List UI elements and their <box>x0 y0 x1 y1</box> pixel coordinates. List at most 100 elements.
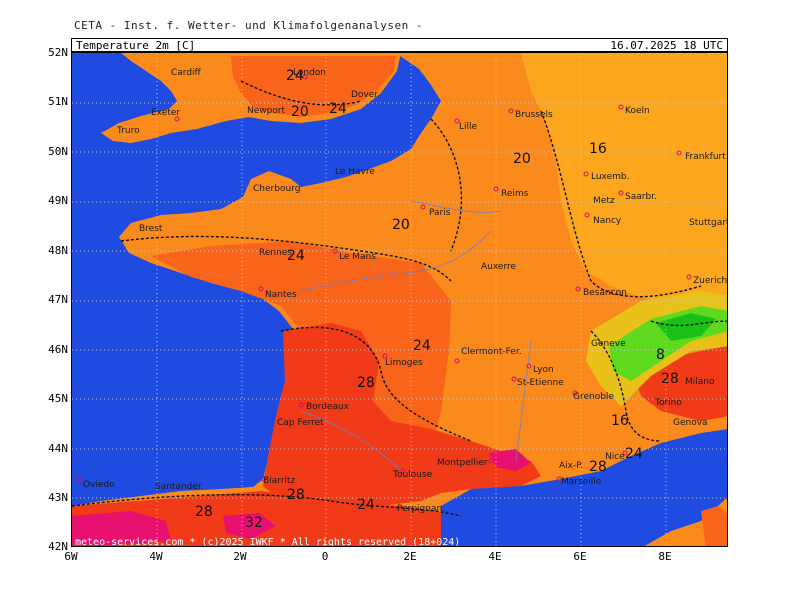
lat-label: 49N <box>48 194 68 207</box>
valid-time-label: 16.07.2025 18 UTC <box>610 39 723 52</box>
land-corsica <box>701 506 727 546</box>
zone-4-alps <box>656 313 716 341</box>
city-label: Koeln <box>625 106 650 116</box>
city-label: Limoges <box>385 358 423 368</box>
city-label: Besancon <box>583 288 627 298</box>
isotherm-label: 24 <box>286 68 304 84</box>
city-label: Nancy <box>593 216 622 226</box>
lon-label: 0 <box>321 550 329 563</box>
lon-label: 2E <box>403 550 417 563</box>
graticule <box>72 53 727 546</box>
isotherm-label: 24 <box>357 497 375 513</box>
lat-label: 51N <box>48 95 68 108</box>
city-label: Cherbourg <box>253 184 300 194</box>
city-labels: Cardiff London Dover Newport Exeter Trur… <box>83 68 728 514</box>
city-label: Saarbr. <box>625 192 657 202</box>
city-label: Torino <box>654 398 682 408</box>
lon-label: 8E <box>658 550 672 563</box>
title-bar: Temperature 2m [C] 16.07.2025 18 UTC <box>71 38 728 52</box>
city-markers <box>76 74 692 482</box>
zone-32-iberia <box>72 511 171 546</box>
isotherm-label: 16 <box>611 413 629 429</box>
city-label: Perpignan <box>397 504 442 514</box>
isotherm-label: 28 <box>287 487 305 503</box>
city-label: Cap Ferret <box>277 418 324 428</box>
city-label: Le Havre <box>335 167 375 177</box>
city-label: Brest <box>139 224 163 234</box>
lon-label: 4E <box>488 550 502 563</box>
city-label: Biarritz <box>263 476 295 486</box>
city-label: Geneve <box>591 339 626 349</box>
city-label: Lille <box>459 122 478 132</box>
isotherm-label: 20 <box>291 104 309 120</box>
city-label: Toulouse <box>392 470 433 480</box>
isotherm-label: 20 <box>513 151 531 167</box>
isotherm-label: 32 <box>245 515 263 531</box>
city-label: Aix-P. <box>559 461 583 471</box>
city-label: Rennes <box>259 248 292 258</box>
city-label: Zuerich <box>693 276 727 286</box>
city-label: Bordeaux <box>306 402 350 412</box>
isotherm-label: 24 <box>413 338 431 354</box>
city-label: Truro <box>116 126 140 136</box>
lat-label: 47N <box>48 293 68 306</box>
isotherm-label: 8 <box>656 347 665 363</box>
city-label: Cardiff <box>171 68 202 78</box>
city-label: Nice <box>605 452 625 462</box>
city-label: Santander <box>155 482 202 492</box>
lat-label: 46N <box>48 343 68 356</box>
lon-label: 6W <box>64 550 78 563</box>
city-label: Exeter <box>151 108 180 118</box>
isotherm-label: 24 <box>329 101 347 117</box>
lat-label: 44N <box>48 442 68 455</box>
city-label: Paris <box>429 208 451 218</box>
city-label: Newport <box>247 106 286 116</box>
parameter-label: Temperature 2m [C] <box>76 39 196 52</box>
city-label: Brussels <box>515 110 553 120</box>
zone-32-pyrenees <box>223 513 276 539</box>
lon-label: 2W <box>233 550 247 563</box>
lat-label: 45N <box>48 392 68 405</box>
isotherm-labels: 24 20 24 16 20 20 24 24 28 28 16 24 28 2… <box>195 68 679 531</box>
copyright-text: meteo-services.com * (c)2025 IWKF * All … <box>75 537 460 547</box>
land-britain-warm <box>231 56 396 117</box>
isotherm-label: 28 <box>357 375 375 391</box>
isotherm-label: 28 <box>195 504 213 520</box>
isotherm-label: 24 <box>287 248 305 264</box>
rivers <box>300 200 532 472</box>
city-label: Stuttgart <box>689 218 728 228</box>
zone-32-rhone <box>489 449 531 471</box>
city-label: Dover <box>351 90 378 100</box>
isotherm-label: 16 <box>589 141 607 157</box>
isotherm-label: 28 <box>661 371 679 387</box>
city-label: Metz <box>593 196 615 206</box>
lat-label: 42N <box>48 540 68 553</box>
isotherm-label: 28 <box>589 459 607 475</box>
lat-label: 50N <box>48 145 68 158</box>
isotherm-label: 24 <box>625 446 643 462</box>
city-label: Luxemb. <box>591 172 630 182</box>
city-label: St-Etienne <box>517 378 564 388</box>
lon-label: 6E <box>573 550 587 563</box>
lat-label: 52N <box>48 46 68 59</box>
lon-label: 4W <box>149 550 163 563</box>
city-label: Nantes <box>265 290 297 300</box>
source-title: CETA - Inst. f. Wetter- und Klimafolgena… <box>74 19 424 32</box>
city-label: Lyon <box>533 365 554 375</box>
lat-label: 48N <box>48 244 68 257</box>
zone-16-ne <box>521 53 727 331</box>
sea-mediterranean <box>441 429 727 546</box>
city-label: Auxerre <box>481 262 516 272</box>
city-label: Le Mans <box>339 252 376 262</box>
temperature-map: Cardiff London Dover Newport Exeter Trur… <box>71 52 728 547</box>
city-label: Milano <box>685 377 715 387</box>
city-label: Oviedo <box>83 480 115 490</box>
city-label: Grenoble <box>573 392 614 402</box>
city-label: Clermont-Fer. <box>461 347 522 357</box>
zone-28-sw <box>263 323 541 506</box>
city-label: Genova <box>673 418 708 428</box>
isotherm-label: 20 <box>392 217 410 233</box>
city-label: Montpellier <box>437 458 488 468</box>
lat-label: 43N <box>48 491 68 504</box>
city-label: London <box>293 68 326 78</box>
